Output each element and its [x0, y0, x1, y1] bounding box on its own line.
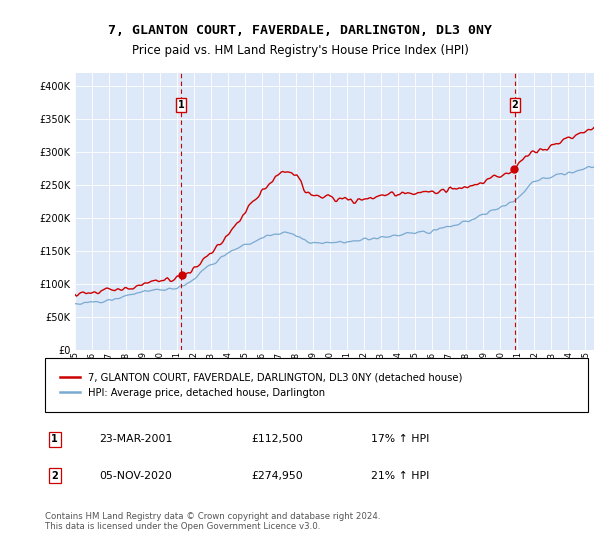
Text: 7, GLANTON COURT, FAVERDALE, DARLINGTON, DL3 0NY: 7, GLANTON COURT, FAVERDALE, DARLINGTON,…: [108, 24, 492, 38]
Text: £274,950: £274,950: [251, 470, 303, 480]
FancyBboxPatch shape: [45, 358, 588, 412]
Text: 23-MAR-2001: 23-MAR-2001: [100, 434, 173, 444]
Text: 1: 1: [52, 434, 58, 444]
Text: 2: 2: [511, 100, 518, 110]
Text: £112,500: £112,500: [251, 434, 303, 444]
Legend: 7, GLANTON COURT, FAVERDALE, DARLINGTON, DL3 0NY (detached house), HPI: Average : 7, GLANTON COURT, FAVERDALE, DARLINGTON,…: [55, 367, 468, 403]
Text: 1: 1: [178, 100, 184, 110]
Text: Contains HM Land Registry data © Crown copyright and database right 2024.
This d: Contains HM Land Registry data © Crown c…: [45, 512, 380, 531]
Text: 21% ↑ HPI: 21% ↑ HPI: [371, 470, 429, 480]
Text: Price paid vs. HM Land Registry's House Price Index (HPI): Price paid vs. HM Land Registry's House …: [131, 44, 469, 57]
Text: 17% ↑ HPI: 17% ↑ HPI: [371, 434, 429, 444]
Text: 2: 2: [52, 470, 58, 480]
Text: 05-NOV-2020: 05-NOV-2020: [100, 470, 172, 480]
